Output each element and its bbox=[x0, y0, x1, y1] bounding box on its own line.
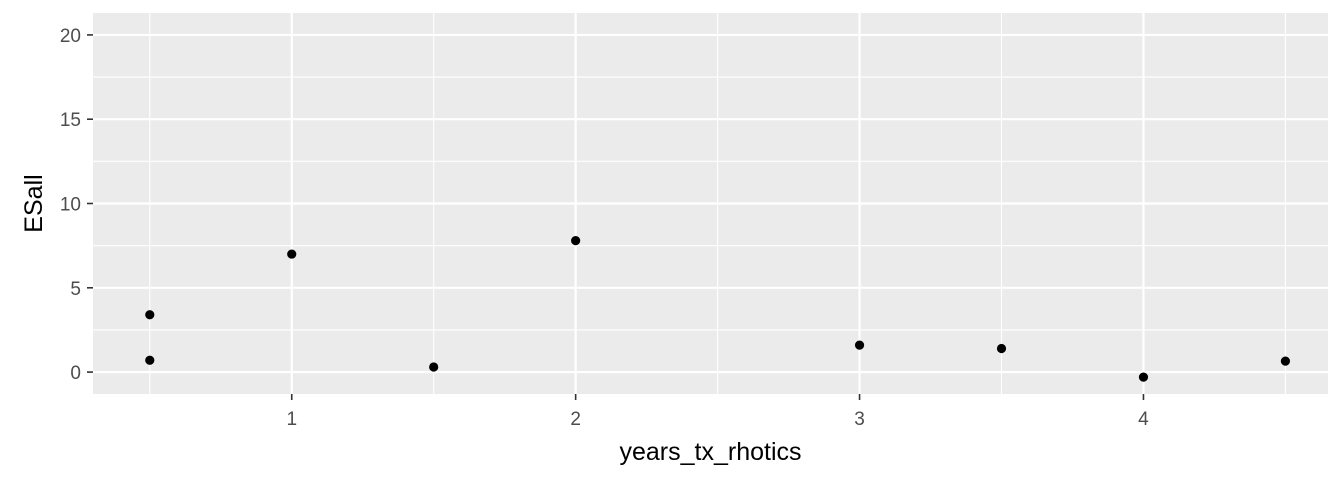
data-point bbox=[996, 343, 1007, 354]
x-axis: 1 2 3 4 bbox=[286, 394, 1149, 430]
y-tick-label: 10 bbox=[60, 195, 81, 216]
y-tick-label: 0 bbox=[70, 363, 81, 384]
y-tick-label: 20 bbox=[60, 26, 81, 47]
y-tick-label: 5 bbox=[70, 279, 81, 300]
x-tick-label: 2 bbox=[570, 409, 581, 430]
x-tick-label: 1 bbox=[286, 409, 297, 430]
data-point bbox=[429, 362, 439, 372]
data-points bbox=[145, 235, 1291, 382]
data-point bbox=[145, 355, 155, 365]
major-gridlines bbox=[93, 13, 1328, 394]
y-axis: 0 5 10 15 20 bbox=[60, 26, 93, 384]
data-point bbox=[571, 235, 581, 246]
x-tick-label: 3 bbox=[854, 409, 865, 430]
y-axis-title: ESall bbox=[20, 174, 48, 232]
data-point bbox=[287, 249, 297, 259]
x-tick-label: 4 bbox=[1138, 409, 1149, 430]
data-point bbox=[1138, 372, 1149, 382]
x-axis-title: years_tx_rhotics bbox=[619, 438, 801, 466]
y-tick-label: 15 bbox=[60, 110, 81, 131]
data-point bbox=[1280, 356, 1291, 366]
data-point bbox=[145, 310, 155, 320]
data-point bbox=[854, 340, 865, 350]
